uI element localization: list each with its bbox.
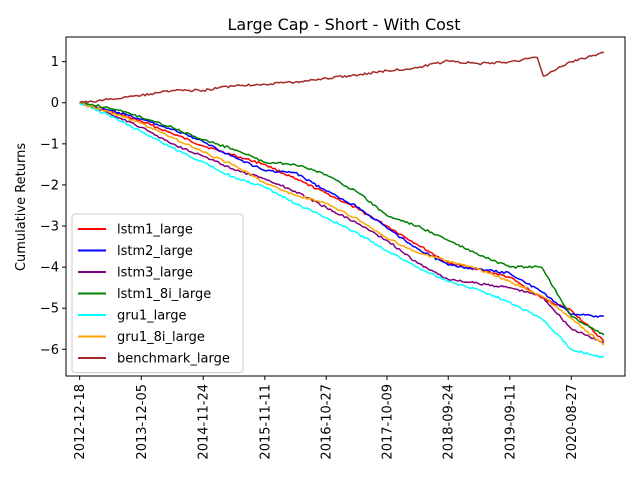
- x-tick-label: 2015-11-11: [258, 384, 273, 460]
- y-tick-label: −2: [40, 178, 59, 193]
- y-tick-label: 1: [51, 55, 59, 70]
- legend-label-lstm2_large: lstm2_large: [117, 244, 193, 259]
- series-line-gru1_8i_large: [79, 101, 605, 346]
- x-ticks: 2012-12-18 2013-12-05 2014-11-24 2015-11-11…: [73, 376, 580, 460]
- series-line-lstm3_large: [79, 102, 605, 344]
- legend-label-lstm1_8i_large: lstm1_8i_large: [117, 287, 211, 302]
- x-tick-label: 2019-09-11: [503, 384, 518, 460]
- legend-label-lstm1_large: lstm1_large: [117, 223, 193, 238]
- chart-title: Large Cap - Short - With Cost: [227, 15, 460, 34]
- x-tick-label: 2020-08-27: [565, 384, 580, 460]
- x-tick-label: 2014-11-24: [197, 384, 212, 460]
- legend-box: [71, 213, 244, 373]
- x-tick-label: 2018-09-24: [442, 384, 457, 460]
- legend-label-gru1_large: gru1_large: [117, 309, 187, 324]
- legend-label-gru1_8i_large: gru1_8i_large: [117, 330, 205, 345]
- x-tick-label: 2016-10-27: [320, 384, 335, 460]
- series-line-benchmark_large: [79, 51, 604, 104]
- y-axis-label: Cumulative Returns: [14, 143, 29, 271]
- y-tick-label: −4: [40, 261, 59, 276]
- x-tick-label: 2012-12-18: [73, 384, 88, 460]
- y-tick-label: −6: [40, 343, 59, 358]
- y-ticks: −6 −5 −4 −3 −2 −1 0 1: [40, 55, 66, 358]
- y-tick-label: −3: [40, 220, 59, 235]
- series-line-lstm1_large: [79, 102, 605, 342]
- x-tick-label: 2017-10-09: [380, 384, 395, 460]
- y-tick-label: 0: [51, 96, 59, 111]
- x-tick-label: 2013-12-05: [135, 384, 150, 460]
- y-tick-label: −1: [40, 137, 59, 152]
- legend: lstm1_large lstm2_large lstm3_large lstm1_8…: [71, 213, 244, 373]
- legend-label-lstm3_large: lstm3_large: [117, 266, 193, 281]
- y-tick-label: −5: [40, 302, 59, 317]
- series-line-gru1_large: [79, 102, 605, 359]
- legend-label-benchmark_large: benchmark_large: [117, 352, 230, 367]
- series-line-lstm2_large: [79, 102, 605, 318]
- series-layer: [79, 51, 605, 359]
- series-line-lstm1_8i_large: [79, 102, 605, 336]
- plot-frame: [65, 36, 626, 377]
